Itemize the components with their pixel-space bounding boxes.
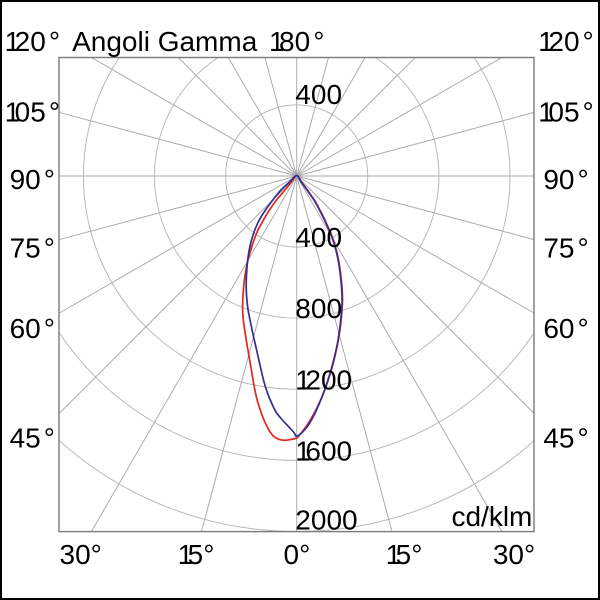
svg-text:30°: 30°	[60, 539, 102, 570]
svg-text:45°: 45 °	[543, 422, 588, 453]
svg-text:800: 800	[295, 293, 342, 324]
svg-text:60°: 60 °	[543, 313, 588, 344]
svg-text:105°: 105 °	[538, 96, 593, 127]
svg-text:75°: 75 °	[10, 232, 55, 263]
svg-text:90°: 90 °	[10, 164, 55, 195]
svg-text:120°: 120 °	[5, 26, 60, 57]
svg-text:0°: 0°	[284, 539, 311, 570]
svg-text:1600: 1600	[295, 435, 352, 466]
svg-text:400: 400	[295, 222, 342, 253]
svg-text:1200: 1200	[295, 364, 352, 395]
svg-text:15°: 15°	[386, 539, 423, 570]
svg-text:15°: 15°	[178, 539, 215, 570]
svg-text:75°: 75 °	[543, 232, 588, 263]
svg-text:180°: 180 °	[269, 26, 324, 57]
svg-text:105°: 105 °	[5, 96, 60, 127]
svg-text:30°: 30°	[493, 539, 535, 570]
svg-text:2000: 2000	[295, 505, 357, 536]
svg-text:Angoli Gamma: Angoli Gamma	[72, 26, 258, 57]
svg-text:400: 400	[295, 79, 342, 110]
svg-text:120°: 120 °	[538, 26, 593, 57]
svg-text:90°: 90 °	[543, 164, 588, 195]
svg-text:45°: 45 °	[10, 422, 55, 453]
svg-text:60°: 60 °	[10, 313, 55, 344]
svg-text:cd/klm: cd/klm	[451, 501, 532, 532]
